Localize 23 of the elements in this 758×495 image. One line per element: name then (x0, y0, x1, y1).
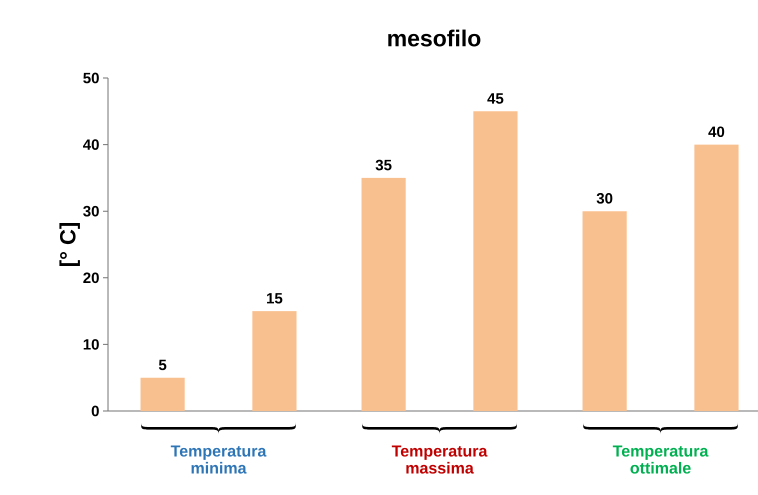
x-tick-label: Temperatura ottimale (612, 446, 709, 474)
bar (362, 178, 406, 411)
y-axis-title: [° C] (59, 223, 80, 266)
data-label: 30 (596, 193, 612, 204)
chart-title: mesofilo (388, 30, 480, 46)
data-label: 45 (487, 93, 504, 104)
x-tick-label: Temperatura minima (170, 446, 266, 474)
data-label: 35 (376, 160, 392, 170)
y-tick-label: 20 (83, 272, 99, 284)
y-tick-label: 0 (92, 406, 99, 416)
x-tick-label: Temperatura massima (392, 446, 488, 474)
data-label: 15 (267, 293, 282, 304)
bar (582, 211, 627, 411)
bar (473, 111, 518, 411)
bar (252, 311, 297, 411)
y-tick-label: 40 (83, 139, 99, 150)
bar (140, 378, 185, 411)
data-label: 40 (708, 126, 724, 138)
y-tick-label: 50 (83, 72, 99, 84)
y-tick-label: 30 (83, 206, 99, 217)
y-tick-label: 10 (84, 339, 99, 350)
data-label: 5 (158, 360, 166, 370)
bar (694, 144, 739, 411)
